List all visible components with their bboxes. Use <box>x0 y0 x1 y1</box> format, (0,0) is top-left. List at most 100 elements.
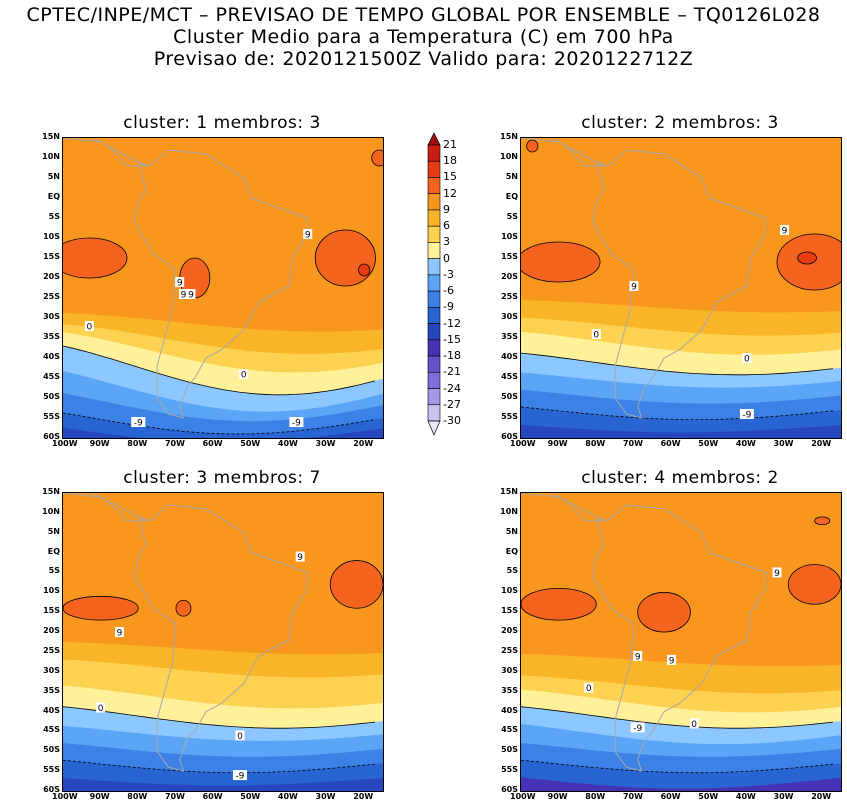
lat-tick-label: 15S <box>43 252 60 261</box>
lat-tick-label: 30S <box>501 665 518 675</box>
contour-label: 9 <box>295 551 305 563</box>
contour-label: 0 <box>235 730 245 742</box>
panel-title: cluster: 2 membros: 3 <box>581 113 779 133</box>
isotherm-line <box>521 406 834 420</box>
svg-text:0: 0 <box>86 323 92 333</box>
warm-core <box>63 237 128 279</box>
lon-tick-label: 80W <box>585 439 606 448</box>
lat-tick-label: 30S <box>43 665 60 675</box>
isotherm-line <box>521 759 834 774</box>
lat-tick-label: 20S <box>43 272 60 281</box>
legend-colorbar <box>427 132 441 436</box>
lat-tick-label: 20S <box>43 626 60 636</box>
legend-swatch <box>427 242 441 259</box>
warm-core <box>314 229 376 287</box>
coastline <box>521 493 605 522</box>
legend-label: -24 <box>443 381 461 395</box>
lat-tick-label: 15S <box>43 606 60 616</box>
lat-tick-label: 25S <box>43 292 60 301</box>
lon-tick-label: 80W <box>127 792 148 801</box>
legend-swatch <box>427 209 441 227</box>
lat-tick-label: 45S <box>501 725 518 735</box>
isotherm-line <box>521 706 834 729</box>
svg-text:-9: -9 <box>235 772 244 782</box>
svg-text:-9: -9 <box>292 419 301 429</box>
lat-tick-label: 5N <box>47 172 60 181</box>
svg-text:9: 9 <box>297 553 303 563</box>
lon-tick-label: 50W <box>698 792 719 801</box>
lat-tick-label: 30S <box>43 312 60 321</box>
temperature-band <box>63 778 383 791</box>
lon-tick-label: 40W <box>277 792 298 801</box>
legend-label: 18 <box>443 154 457 168</box>
warm-core <box>814 516 831 526</box>
isotherm-line <box>63 759 376 774</box>
lat-tick-label: 5S <box>48 566 60 576</box>
lat-tick-label: 10N <box>500 152 518 161</box>
lon-tick-label: 80W <box>127 439 148 448</box>
lon-tick-label: 30W <box>773 439 794 448</box>
temperature-band <box>521 760 841 791</box>
lat-tick-label: 15N <box>500 132 518 141</box>
temperature-band <box>63 413 383 438</box>
lon-tick-label: 30W <box>315 439 336 448</box>
lon-tick-label: 20W <box>353 792 374 801</box>
map-field: 9 9 0 0 -9 <box>521 138 841 438</box>
legend-label: -30 <box>443 414 461 427</box>
legend-swatch <box>427 274 441 292</box>
contour-label: 9 <box>772 567 782 579</box>
legend-label: -9 <box>443 300 454 314</box>
warm-core <box>371 149 383 167</box>
temperature-map: 9 9 9 9 0 0 -9 -9 <box>62 137 384 439</box>
legend-label: 3 <box>443 235 450 249</box>
contour-label: 9 <box>780 225 790 237</box>
lon-tick-label: 80W <box>585 792 606 801</box>
contour-label: 0 <box>584 682 594 694</box>
svg-text:0: 0 <box>98 704 104 714</box>
isotherm-line <box>521 352 834 376</box>
lat-tick-label: 10S <box>43 586 60 596</box>
legend-label: -6 <box>443 284 454 298</box>
lat-tick-label: 60S <box>501 785 518 794</box>
temperature-band <box>63 427 383 438</box>
warm-core <box>175 599 192 617</box>
contour-label: -9 <box>630 722 645 734</box>
lat-tick-label: 15N <box>500 487 518 496</box>
svg-text:9: 9 <box>117 629 123 639</box>
lat-tick-label: EQ <box>505 546 518 556</box>
coastline <box>591 504 767 772</box>
legend-swatch <box>427 404 441 422</box>
legend-min-triangle <box>427 420 441 436</box>
lat-tick-label: 45S <box>43 725 60 735</box>
warm-core <box>63 595 139 621</box>
lon-tick-label: 70W <box>622 792 643 801</box>
lat-tick-label: 45S <box>43 372 60 381</box>
temperature-map: 9 9 9 0 0 -9 <box>520 492 842 792</box>
coastline <box>63 493 147 522</box>
legend-label: 15 <box>443 170 457 184</box>
legend-label: -15 <box>443 332 461 346</box>
lat-tick-label: 15S <box>501 606 518 616</box>
svg-text:9: 9 <box>188 291 194 301</box>
contour-label: -9 <box>739 409 754 421</box>
contour-label: 9 <box>303 229 313 241</box>
lat-tick-label: 15N <box>42 132 60 141</box>
legend-label: 9 <box>443 202 450 216</box>
lat-tick-label: 25S <box>501 292 518 301</box>
legend-swatch <box>427 290 441 308</box>
lon-tick-label: 60W <box>660 792 681 801</box>
lon-tick-label: 20W <box>353 439 374 448</box>
contour-label: 0 <box>689 718 699 730</box>
temperature-band <box>521 777 841 791</box>
svg-text:0: 0 <box>744 355 750 365</box>
lat-tick-label: 5S <box>48 212 60 221</box>
contour-label: 0 <box>96 702 106 714</box>
lon-tick-label: 50W <box>240 439 261 448</box>
lon-tick-label: 20W <box>811 439 832 448</box>
svg-text:9: 9 <box>181 291 187 301</box>
lon-tick-label: 90W <box>89 439 110 448</box>
svg-text:9: 9 <box>635 652 641 662</box>
lat-tick-label: 10S <box>501 232 518 241</box>
panel-title: cluster: 1 membros: 3 <box>123 113 321 133</box>
